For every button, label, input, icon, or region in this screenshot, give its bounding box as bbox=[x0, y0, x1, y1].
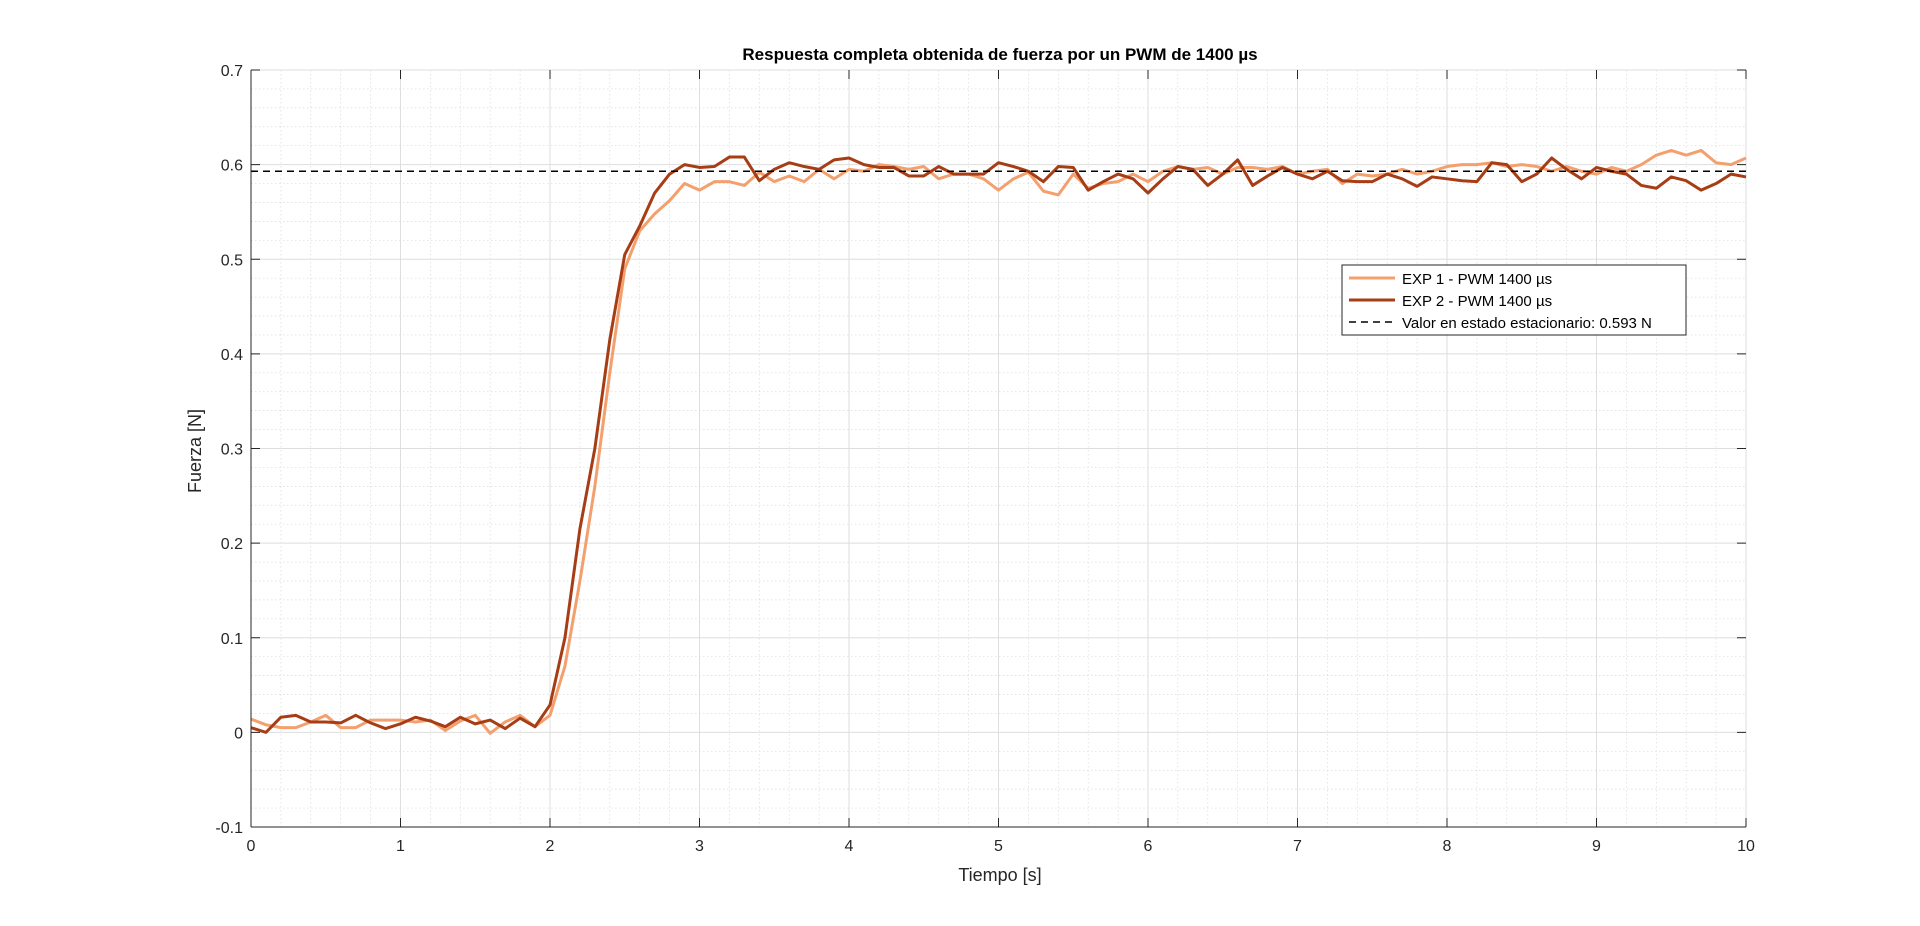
x-tick-label: 5 bbox=[994, 838, 1003, 855]
x-tick-label: 2 bbox=[546, 838, 555, 855]
chart-title: Respuesta completa obtenida de fuerza po… bbox=[742, 45, 1257, 64]
x-tick-label: 4 bbox=[845, 838, 854, 855]
x-axis-label: Tiempo [s] bbox=[958, 865, 1041, 885]
legend-label-exp2: EXP 2 - PWM 1400 µs bbox=[1402, 293, 1552, 310]
y-tick-label: 0.7 bbox=[221, 63, 243, 80]
x-tick-label: 10 bbox=[1737, 838, 1755, 855]
y-tick-label: 0.1 bbox=[221, 631, 243, 648]
legend-label-exp1: EXP 1 - PWM 1400 µs bbox=[1402, 271, 1552, 288]
y-tick-label: 0.6 bbox=[221, 158, 243, 175]
x-tick-label: 1 bbox=[396, 838, 405, 855]
minor-grid bbox=[251, 70, 1746, 827]
x-tick-label: 9 bbox=[1592, 838, 1601, 855]
tick-labels: 0 1 2 3 4 5 6 7 8 9 10-0.100.10.20.30.40.50.60.7 bbox=[215, 63, 1755, 855]
series-line-2 bbox=[250, 155, 1747, 734]
y-tick-label: 0.3 bbox=[221, 442, 243, 459]
legend-label-steady-state: Valor en estado estacionario: 0.593 N bbox=[1402, 315, 1652, 332]
axes-frame bbox=[250, 69, 1747, 828]
x-tick-label: 7 bbox=[1293, 838, 1302, 855]
x-tick-label: 0 bbox=[247, 838, 256, 855]
legend: EXP 1 - PWM 1400 µs EXP 2 - PWM 1400 µs … bbox=[1341, 264, 1687, 336]
y-tick-label: 0.5 bbox=[221, 252, 243, 269]
y-tick-label: 0.2 bbox=[221, 536, 243, 553]
y-tick-label: 0.4 bbox=[221, 347, 243, 364]
x-tick-label: 8 bbox=[1443, 838, 1452, 855]
plot-lines bbox=[250, 148, 1747, 735]
y-axis-label: Fuerza [N] bbox=[185, 409, 205, 493]
x-tick-label: 6 bbox=[1144, 838, 1153, 855]
y-tick-label: -0.1 bbox=[215, 820, 243, 837]
x-tick-label: 3 bbox=[695, 838, 704, 855]
y-tick-label: 0 bbox=[234, 725, 243, 742]
legend-box bbox=[1341, 264, 1687, 336]
